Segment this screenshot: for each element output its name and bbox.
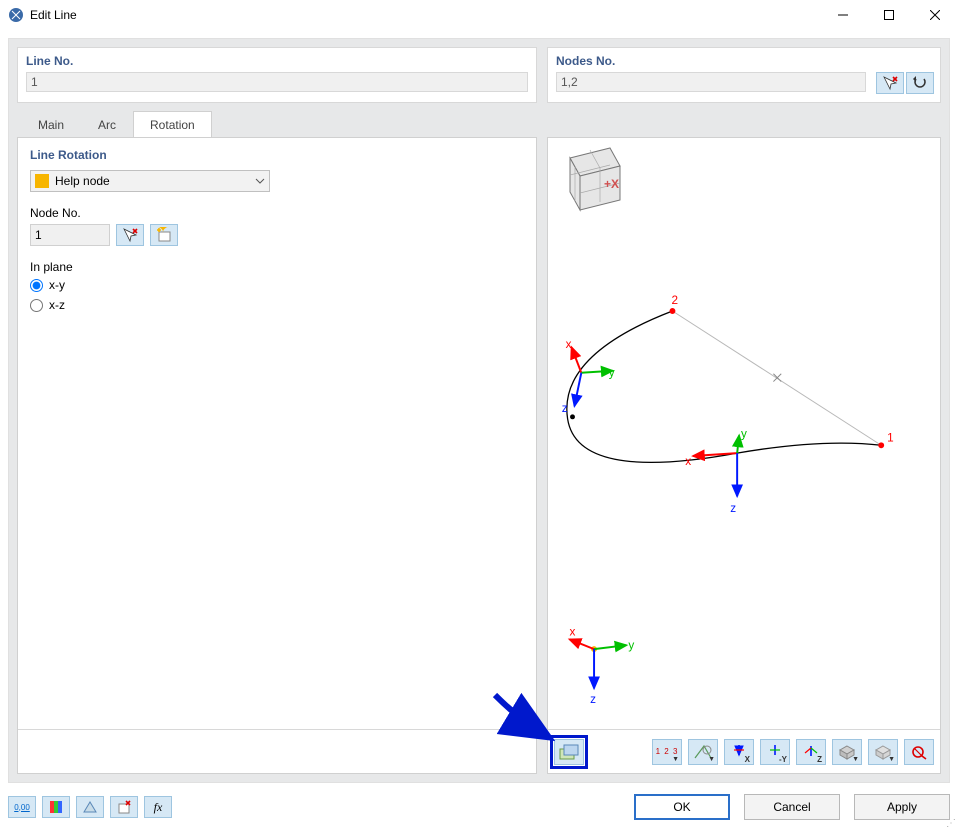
clear-selection-button[interactable] <box>110 796 138 818</box>
dialog-body: Line No. Nodes No. Main Arc Rotation Lin… <box>8 38 950 783</box>
rotation-type-dropdown[interactable]: Help node <box>30 170 270 192</box>
tab-main[interactable]: Main <box>21 111 81 138</box>
new-node-button[interactable]: ✦ <box>150 224 178 246</box>
node-no-input[interactable] <box>30 224 110 246</box>
radio-xz[interactable]: x-z <box>30 298 524 312</box>
axis-x-button[interactable]: X <box>724 739 754 765</box>
svg-text:x: x <box>566 338 572 351</box>
app-icon <box>8 7 24 23</box>
titlebar: Edit Line <box>0 0 958 30</box>
perspective-button[interactable] <box>76 796 104 818</box>
tabs: Main Arc Rotation <box>21 111 212 138</box>
in-plane-label: In plane <box>30 260 524 274</box>
revert-button[interactable] <box>906 72 934 94</box>
svg-text:y: y <box>609 367 615 380</box>
left-footer <box>18 729 536 773</box>
radio-xy-input[interactable] <box>30 279 43 292</box>
radio-xz-input[interactable] <box>30 299 43 312</box>
rotation-panel: Line Rotation Help node Node No. ✦ In pl… <box>17 137 537 774</box>
maximize-button[interactable] <box>866 0 912 30</box>
formula-button[interactable]: fx <box>144 796 172 818</box>
cancel-button[interactable]: Cancel <box>744 794 840 820</box>
resize-grip[interactable]: ⋰ <box>946 818 956 829</box>
reset-view-button[interactable] <box>904 739 934 765</box>
header-row: Line No. Nodes No. <box>17 47 941 103</box>
pick-node-button[interactable] <box>116 224 144 246</box>
node-2-label: 2 <box>671 294 678 307</box>
svg-text:x: x <box>570 625 576 638</box>
content-row: Line Rotation Help node Node No. ✦ In pl… <box>17 137 941 774</box>
minimize-button[interactable] <box>820 0 866 30</box>
pick-nodes-button[interactable] <box>876 72 904 94</box>
preview-drawing: 1 2 x y z x <box>548 138 940 729</box>
solid-model-button[interactable]: ▼ <box>868 739 898 765</box>
node-1-label: 1 <box>887 431 894 444</box>
svg-text:x: x <box>685 455 691 468</box>
chevron-down-icon <box>255 174 265 188</box>
show-original-view-button[interactable] <box>554 739 584 765</box>
svg-text:z: z <box>590 693 596 706</box>
nodes-no-box: Nodes No. <box>547 47 941 103</box>
dropdown-swatch <box>35 174 49 188</box>
view-settings-button[interactable]: ▼ <box>688 739 718 765</box>
numbering-button[interactable]: 1 2 3▼ <box>652 739 682 765</box>
radio-xy-label: x-y <box>49 278 65 292</box>
preview-viewport[interactable]: +X <box>548 138 940 729</box>
line-no-input[interactable] <box>26 72 528 92</box>
line-rotation-title: Line Rotation <box>30 148 524 162</box>
line-no-box: Line No. <box>17 47 537 103</box>
color-map-button[interactable] <box>42 796 70 818</box>
node-no-label: Node No. <box>30 206 524 220</box>
radio-xy[interactable]: x-y <box>30 278 524 292</box>
svg-text:y: y <box>628 639 634 652</box>
nodes-no-label: Nodes No. <box>556 54 932 68</box>
bottom-bar: 0,00 fx OK Cancel Apply <box>8 791 950 823</box>
preview-panel: +X <box>547 137 941 774</box>
ok-button[interactable]: OK <box>634 794 730 820</box>
tab-rotation[interactable]: Rotation <box>133 111 212 138</box>
units-button[interactable]: 0,00 <box>8 796 36 818</box>
isometric-button[interactable]: ▼ <box>832 739 862 765</box>
preview-toolbar: 1 2 3▼ ▼ X -Y Z ▼ ▼ <box>548 729 940 773</box>
close-button[interactable] <box>912 0 958 30</box>
svg-text:✦: ✦ <box>158 227 168 235</box>
svg-text:y: y <box>741 427 747 440</box>
radio-xz-label: x-z <box>49 298 65 312</box>
dropdown-value: Help node <box>55 174 110 188</box>
axis-y-button[interactable]: -Y <box>760 739 790 765</box>
line-no-label: Line No. <box>26 54 528 68</box>
axis-z-button[interactable]: Z <box>796 739 826 765</box>
tab-arc[interactable]: Arc <box>81 111 133 138</box>
nodes-no-input[interactable] <box>556 72 866 92</box>
svg-text:z: z <box>562 402 568 415</box>
apply-button[interactable]: Apply <box>854 794 950 820</box>
window-title: Edit Line <box>30 8 820 22</box>
svg-text:z: z <box>730 502 736 515</box>
